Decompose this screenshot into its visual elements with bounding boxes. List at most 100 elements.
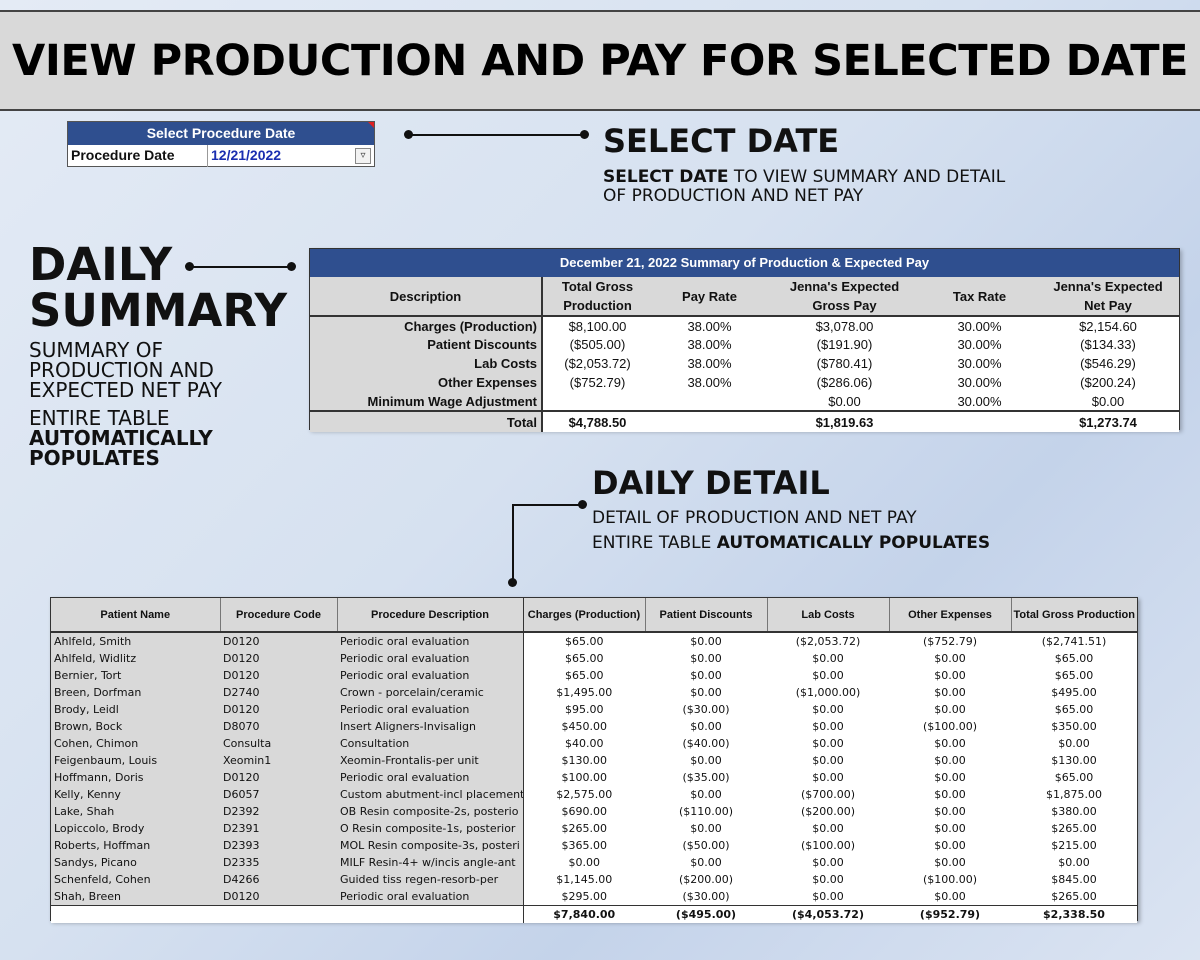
daily-summary-title-line1: DAILY — [29, 238, 173, 291]
summary-col-tax-rate: Tax Rate — [922, 277, 1037, 317]
detail-cell-lab: $0.00 — [767, 888, 889, 906]
summary-table-title: December 21, 2022 Summary of Production … — [310, 249, 1179, 277]
connector-dot — [580, 130, 589, 139]
detail-cell-lab: $0.00 — [767, 871, 889, 888]
detail-cell-patient: Hoffmann, Doris — [51, 769, 220, 786]
daily-detail-title: DAILY DETAIL — [592, 464, 830, 502]
detail-cell-gross: $65.00 — [1011, 701, 1137, 718]
detail-cell-lab: ($700.00) — [767, 786, 889, 803]
detail-cell-code: D0120 — [220, 667, 337, 684]
detail-cell-lab: ($2,053.72) — [767, 632, 889, 650]
summary-row: Minimum Wage Adjustment $0.00 30.00% $0.00 — [310, 392, 1179, 411]
detail-cell-code: D2391 — [220, 820, 337, 837]
summary-row: Patient Discounts ($505.00) 38.00% ($191.90… — [310, 335, 1179, 354]
detail-col-gross: Total Gross Production — [1011, 598, 1137, 633]
detail-total-gross: $2,338.50 — [1011, 905, 1137, 923]
detail-row: Sandys, Picano D2335 MILF Resin-4+ w/incis… — [51, 854, 1137, 871]
summary-cell-pay-rate — [652, 392, 767, 411]
select-date-body-line2: OF PRODUCTION AND NET PAY — [603, 186, 864, 206]
detail-cell-gross: $65.00 — [1011, 650, 1137, 667]
detail-row: Schenfeld, Cohen D4266 Guided tiss regen-r… — [51, 871, 1137, 888]
detail-cell-description: MILF Resin-4+ w/incis angle-ant — [337, 854, 524, 871]
detail-cell-gross: $0.00 — [1011, 854, 1137, 871]
detail-cell-code: D2335 — [220, 854, 337, 871]
detail-cell-gross: $265.00 — [1011, 820, 1137, 837]
detail-row: Shah, Breen D0120 Periodic oral evaluation… — [51, 888, 1137, 906]
summary-total-net-pay: $1,273.74 — [1037, 410, 1179, 432]
detail-cell-discounts: $0.00 — [645, 718, 767, 735]
connector-dot — [578, 500, 587, 509]
detail-cell-other: $0.00 — [889, 820, 1011, 837]
procedure-date-value[interactable]: 12/21/2022 — [211, 147, 282, 163]
detail-total-lab: ($4,053.72) — [767, 905, 889, 923]
detail-cell-patient: Breen, Dorfman — [51, 684, 220, 701]
detail-cell-gross: $350.00 — [1011, 718, 1137, 735]
detail-total-discounts: ($495.00) — [645, 905, 767, 923]
summary-cell-tax-rate: 30.00% — [922, 316, 1037, 335]
detail-cell-description: Consultation — [337, 735, 524, 752]
detail-cell-patient: Ahlfeld, Widlitz — [51, 650, 220, 667]
connector-dot — [287, 262, 296, 271]
detail-cell-charges: $365.00 — [523, 837, 645, 854]
summary-total-blank — [652, 410, 767, 432]
detail-body: Ahlfeld, Smith D0120 Periodic oral evaluat… — [51, 632, 1137, 923]
detail-cell-other: $0.00 — [889, 650, 1011, 667]
daily-summary-body-line3: EXPECTED NET PAY — [29, 378, 222, 402]
connector-line — [512, 504, 580, 506]
detail-cell-charges: $65.00 — [523, 650, 645, 667]
detail-cell-description: Periodic oral evaluation — [337, 888, 524, 906]
summary-col-gross-line2: Production — [563, 298, 632, 313]
detail-cell-code: D2393 — [220, 837, 337, 854]
connector-line — [408, 134, 584, 136]
detail-cell-discounts: $0.00 — [645, 752, 767, 769]
daily-summary-body: SUMMARY OF PRODUCTION AND EXPECTED NET P… — [29, 340, 222, 468]
detail-cell-patient: Lake, Shah — [51, 803, 220, 820]
summary-cell-gross: ($505.00) — [542, 335, 652, 354]
select-date-title: SELECT DATE — [603, 122, 840, 160]
summary-cell-gross-pay: ($780.41) — [767, 354, 922, 373]
summary-cell-gross: ($752.79) — [542, 373, 652, 392]
summary-col-description: Description — [310, 277, 543, 317]
summary-cell-pay-rate: 38.00% — [652, 316, 767, 335]
detail-cell-lab: $0.00 — [767, 735, 889, 752]
detail-cell-code: D0120 — [220, 888, 337, 906]
detail-cell-description: Custom abutment-incl placement — [337, 786, 524, 803]
detail-cell-gross: $130.00 — [1011, 752, 1137, 769]
summary-row-description: Charges (Production) — [310, 316, 543, 335]
detail-cell-patient: Schenfeld, Cohen — [51, 871, 220, 888]
summary-col-gross: Total Gross Production — [542, 277, 652, 317]
detail-cell-gross: $0.00 — [1011, 735, 1137, 752]
summary-cell-gross-pay: ($286.06) — [767, 373, 922, 392]
summary-cell-gross-pay: $0.00 — [767, 392, 922, 411]
detail-cell-discounts: $0.00 — [645, 684, 767, 701]
detail-grid: Patient Name Procedure Code Procedure De… — [51, 598, 1137, 923]
detail-cell-gross: $495.00 — [1011, 684, 1137, 701]
procedure-date-label: Procedure Date — [68, 145, 208, 167]
detail-cell-code: Xeomin1 — [220, 752, 337, 769]
connector-dot — [508, 578, 517, 587]
detail-total-row: $7,840.00 ($495.00) ($4,053.72) ($952.79) $2… — [51, 905, 1137, 923]
detail-col-description: Procedure Description — [337, 598, 524, 633]
filter-dropdown-icon[interactable]: ▿ — [355, 148, 371, 164]
detail-row: Ahlfeld, Widlitz D0120 Periodic oral evalu… — [51, 650, 1137, 667]
summary-total-blank — [922, 410, 1037, 432]
detail-cell-other: $0.00 — [889, 888, 1011, 906]
select-procedure-date-widget: Select Procedure Date Procedure Date 12/… — [67, 121, 375, 167]
detail-cell-lab: $0.00 — [767, 701, 889, 718]
summary-cell-gross-pay: $3,078.00 — [767, 316, 922, 335]
detail-cell-lab: $0.00 — [767, 752, 889, 769]
detail-cell-code: D0120 — [220, 769, 337, 786]
summary-body: Charges (Production) $8,100.00 38.00% $3,07… — [310, 316, 1179, 432]
detail-row: Bernier, Tort D0120 Periodic oral evaluati… — [51, 667, 1137, 684]
detail-cell-charges: $450.00 — [523, 718, 645, 735]
summary-cell-net-pay: ($134.33) — [1037, 335, 1179, 354]
detail-cell-charges: $65.00 — [523, 632, 645, 650]
summary-cell-tax-rate: 30.00% — [922, 335, 1037, 354]
detail-row: Breen, Dorfman D2740 Crown - porcelain/cer… — [51, 684, 1137, 701]
summary-cell-net-pay: ($200.24) — [1037, 373, 1179, 392]
detail-row: Brody, Leidl D0120 Periodic oral evaluatio… — [51, 701, 1137, 718]
detail-cell-code: D6057 — [220, 786, 337, 803]
detail-row: Kelly, Kenny D6057 Custom abutment-incl pl… — [51, 786, 1137, 803]
detail-cell-patient: Roberts, Hoffman — [51, 837, 220, 854]
detail-cell-gross: $215.00 — [1011, 837, 1137, 854]
